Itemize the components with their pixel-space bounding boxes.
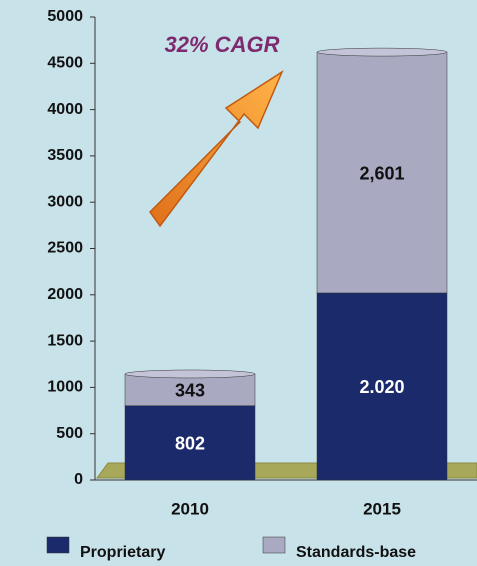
value-label: 2.020	[359, 377, 404, 397]
y-tick-label: 500	[56, 425, 83, 442]
legend-label: Proprietary	[80, 544, 165, 561]
bar-top	[317, 48, 447, 56]
y-tick-label: 3000	[47, 193, 83, 210]
y-tick-label: 4500	[47, 55, 83, 72]
legend-swatch	[47, 537, 69, 553]
value-label: 343	[175, 381, 205, 401]
y-tick-label: 1000	[47, 379, 83, 396]
y-tick-label: 5000	[47, 8, 83, 25]
y-tick-label: 2000	[47, 286, 83, 303]
y-tick-label: 0	[74, 471, 83, 488]
value-label: 802	[175, 434, 205, 454]
legend-label: Standards-base	[296, 544, 416, 561]
annotation: 32% CAGR	[165, 32, 280, 57]
x-tick-label: 2010	[171, 499, 209, 518]
y-tick-label: 4000	[47, 101, 83, 118]
page: 32% CAGR 0 500 1000 1500 2000 2500 3000 3500 400…	[0, 0, 477, 566]
y-tick-label: 3500	[47, 147, 83, 164]
y-tick-label: 1500	[47, 332, 83, 349]
bar-top	[125, 370, 255, 378]
x-tick-label: 2015	[363, 499, 401, 518]
legend-swatch	[263, 537, 285, 553]
y-tick-label: 2500	[47, 240, 83, 257]
value-label: 2,601	[359, 163, 404, 183]
chart: 32% CAGR 0 500 1000 1500 2000 2500 3000 3500 400…	[0, 0, 477, 566]
